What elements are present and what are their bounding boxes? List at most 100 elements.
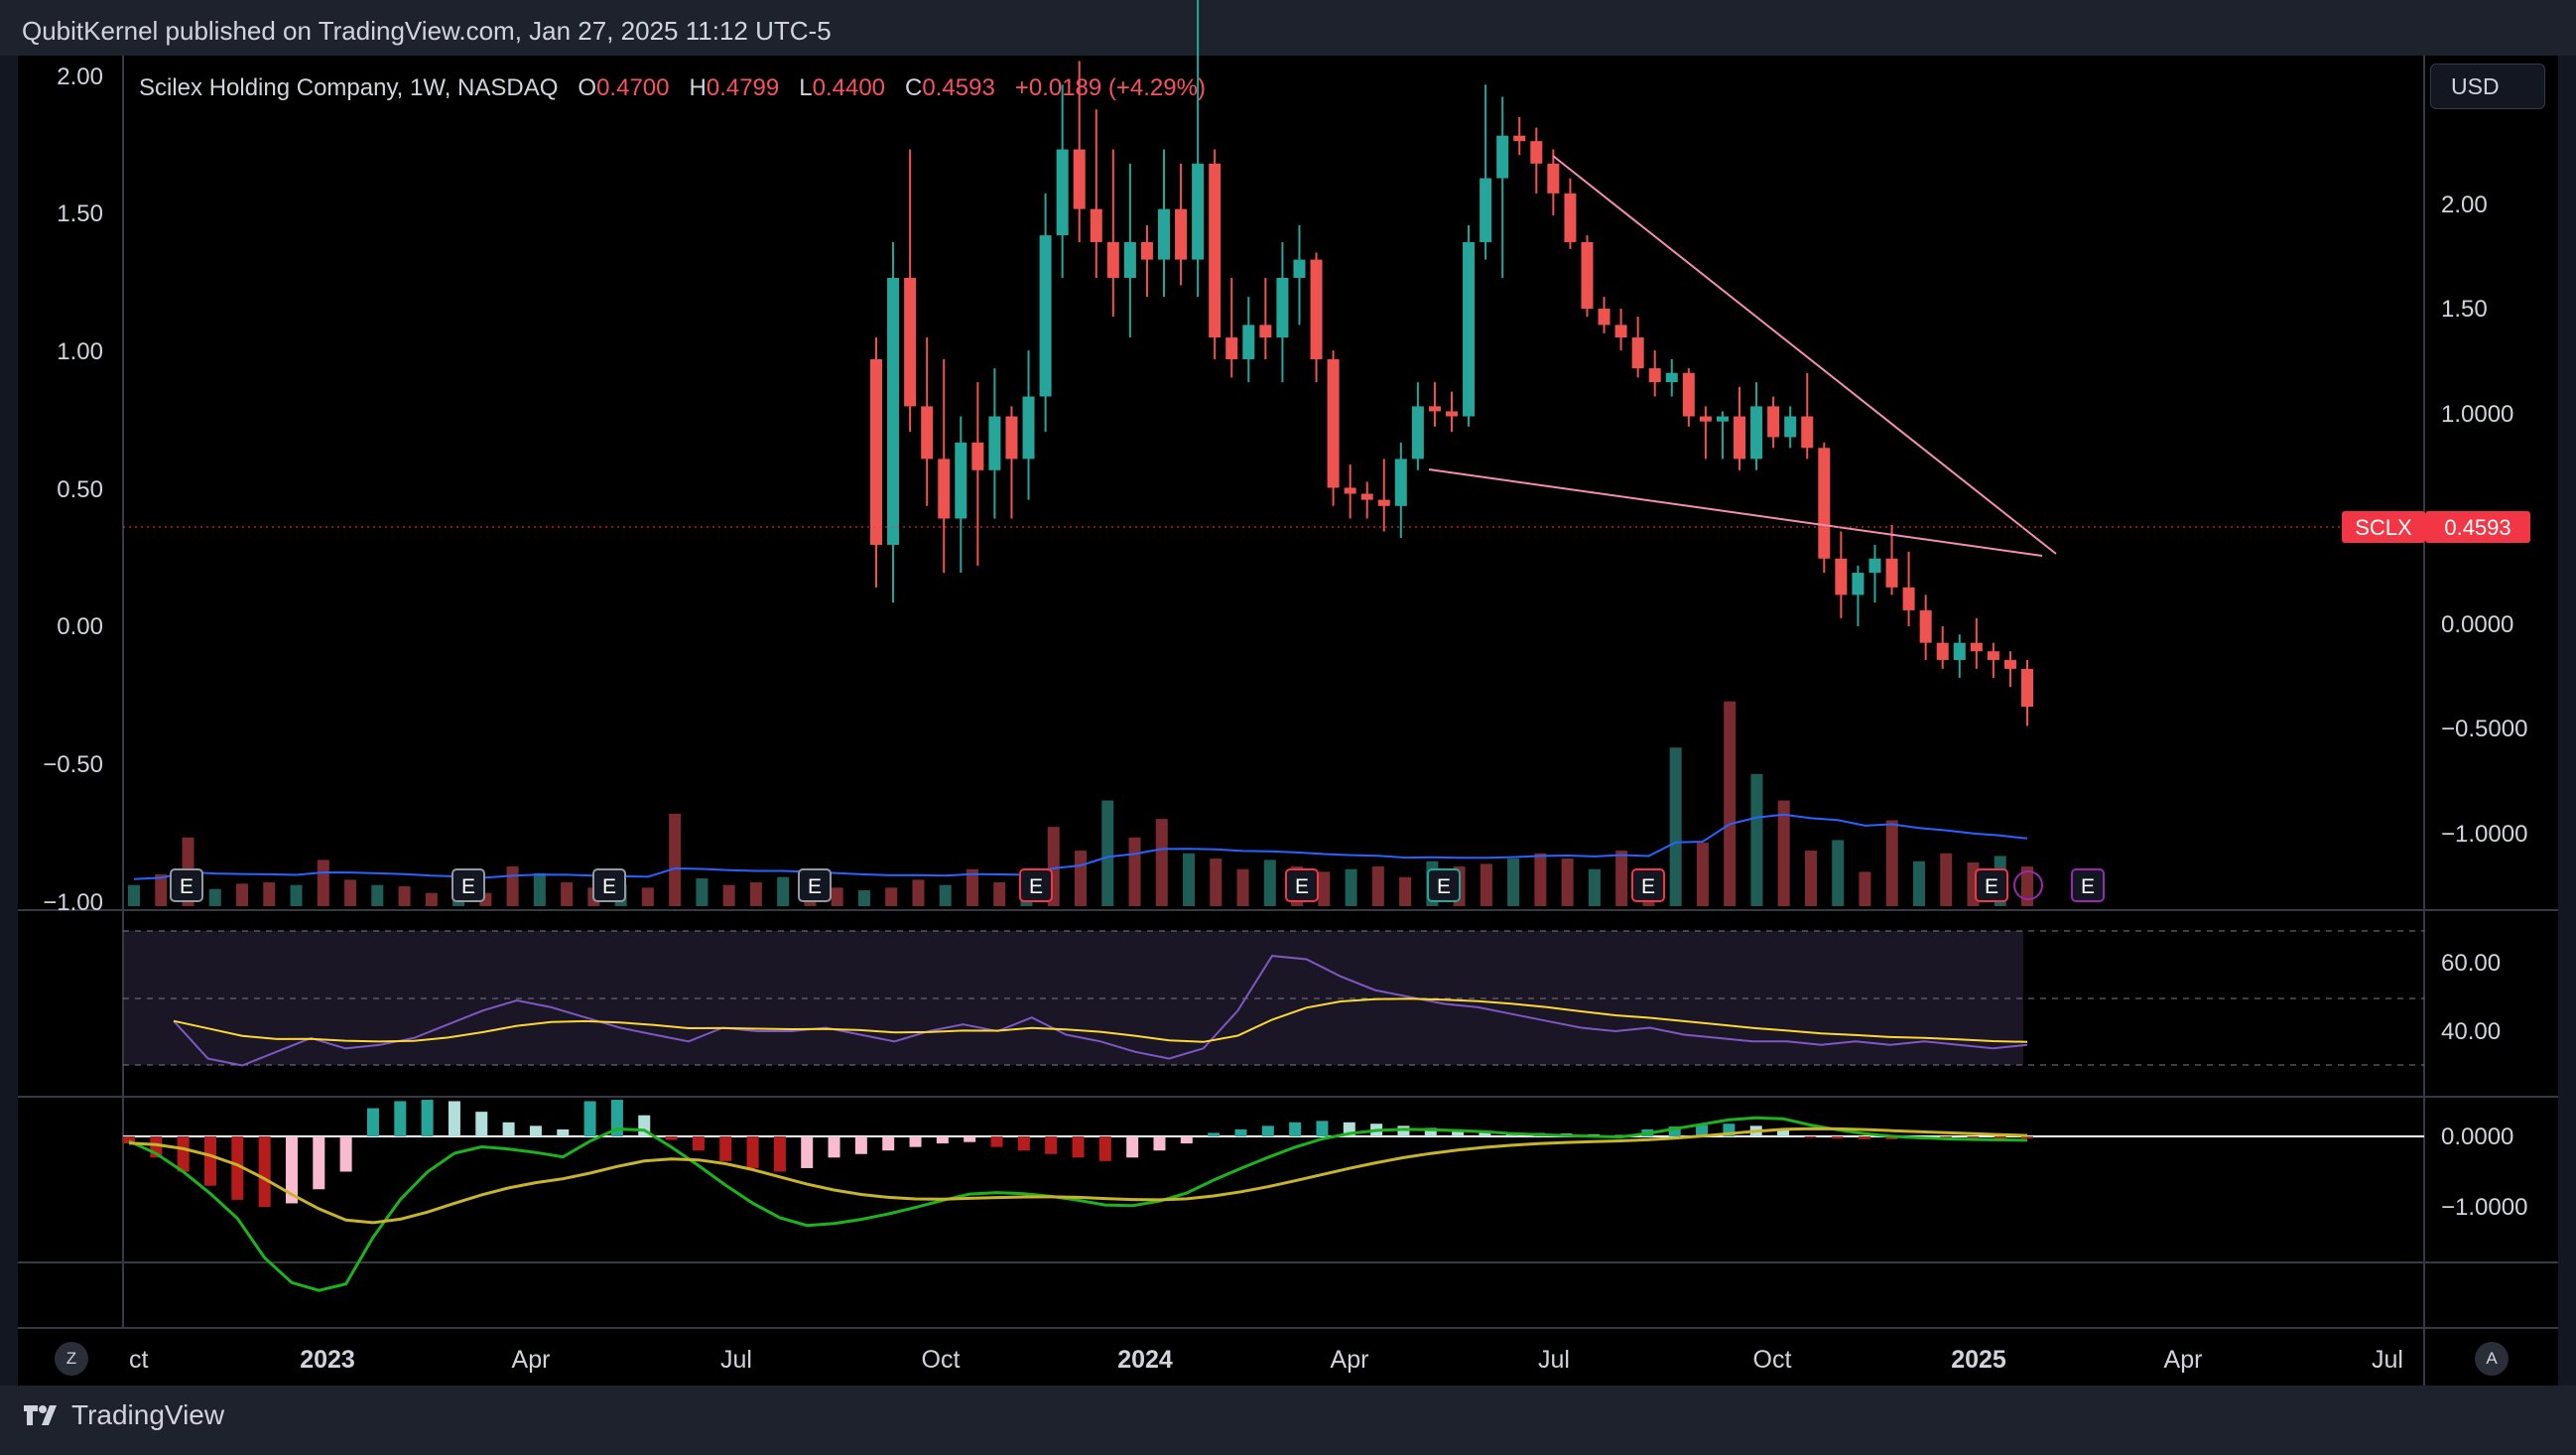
rsi-band	[123, 931, 2023, 1065]
candle	[1665, 359, 1678, 397]
dividend-icon	[2013, 870, 2043, 900]
auto-scale-a-button[interactable]: A	[2475, 1342, 2509, 1376]
earnings-badge	[1975, 868, 2008, 902]
volume-bar	[236, 883, 249, 906]
volume-bar	[641, 887, 654, 906]
candle	[1446, 391, 1458, 433]
plot-area	[18, 56, 2424, 1386]
candle	[1987, 642, 1999, 678]
candle-body	[1953, 642, 1966, 660]
volume-bar	[1236, 868, 1249, 906]
macd-bar	[854, 1136, 867, 1154]
candle-body	[1699, 416, 1712, 422]
volume-bar	[208, 888, 221, 906]
candle	[904, 149, 917, 433]
candle	[1547, 149, 1560, 216]
symbol-legend: Scilex Holding Company, 1W, NASDAQ O0.47…	[139, 74, 1206, 102]
macd-bar	[583, 1101, 596, 1136]
left-axis-label: 1.50	[57, 200, 103, 227]
candle-body	[1276, 277, 1289, 338]
candle-body	[1835, 558, 1848, 595]
earnings-letter: E	[180, 875, 193, 898]
candle	[1868, 544, 1881, 603]
volume-bar	[1399, 876, 1412, 906]
candle	[1581, 235, 1594, 318]
macd-signal-line	[128, 1126, 2028, 1225]
volume-bar	[993, 882, 1006, 906]
candle-body	[1480, 178, 1492, 242]
left-axis-label: −0.50	[43, 751, 103, 778]
candle	[1716, 411, 1729, 460]
earnings-badge	[1631, 868, 1665, 902]
candle	[1885, 524, 1898, 595]
candle	[1513, 116, 1526, 156]
volume-bar	[1345, 868, 1357, 906]
volume-bar	[317, 860, 329, 906]
left-axis-label: 0.50	[57, 476, 103, 503]
volume-bar	[1724, 701, 1737, 906]
candle-body	[1801, 416, 1814, 449]
macd-bar	[801, 1136, 814, 1168]
legend-change: +0.0189 (+4.29%)	[1014, 74, 1206, 101]
macd-bar	[990, 1136, 1003, 1147]
price-tag-symbol-box	[2342, 511, 2425, 543]
candle	[1360, 481, 1373, 519]
earnings-badge	[592, 868, 626, 902]
volume-bar	[696, 878, 708, 906]
candle-body	[2003, 659, 2016, 669]
volume-bar	[1859, 871, 1871, 906]
volume-bar	[2021, 866, 2033, 906]
candle	[1123, 163, 1136, 338]
macd-bar	[1831, 1136, 1844, 1139]
time-axis-label: Jul	[2372, 1346, 2403, 1374]
earnings-badge	[2071, 868, 2105, 902]
candle-body	[1192, 163, 1205, 260]
candle-body	[1868, 558, 1881, 574]
earnings-letter: E	[461, 875, 475, 898]
candle-body	[1259, 325, 1272, 338]
candle-body	[1818, 448, 1831, 559]
candle-body	[1123, 241, 1136, 278]
macd-bar	[1289, 1122, 1302, 1136]
macd-bar	[1859, 1136, 1871, 1139]
candle-body	[1513, 135, 1526, 142]
volume-bar	[831, 887, 843, 906]
earnings-badge	[798, 868, 832, 902]
candle	[2003, 651, 2016, 688]
candle	[1377, 459, 1390, 532]
candle	[971, 382, 984, 566]
macd-bar	[339, 1136, 352, 1172]
candle-body	[1140, 241, 1153, 260]
earnings-marker: E	[451, 868, 485, 902]
candle	[938, 359, 951, 574]
candle-body	[870, 359, 882, 545]
tradingview-logo[interactable]: TradingView	[22, 1399, 224, 1431]
currency-button[interactable]: USD	[2430, 64, 2545, 109]
candle-body	[921, 406, 934, 460]
volume-bar	[1885, 820, 1898, 906]
candle	[1259, 277, 1272, 359]
candle-body	[1242, 325, 1255, 359]
candle	[1835, 531, 1848, 618]
volume-bar	[1588, 868, 1601, 906]
candle	[1734, 386, 1745, 470]
macd-bar	[557, 1128, 570, 1136]
legend-close-value: 0.4593	[922, 74, 995, 101]
right-axis-label: −0.5000	[2441, 716, 2527, 742]
auto-scale-z-button[interactable]: Z	[55, 1342, 88, 1376]
candle	[1056, 84, 1069, 278]
candle	[1276, 241, 1289, 383]
candle	[1225, 277, 1238, 378]
macd-bar	[1479, 1130, 1491, 1136]
legend-low-value: 0.4400	[812, 74, 886, 101]
candle-body	[1767, 406, 1780, 438]
macd-bar	[665, 1136, 678, 1140]
macd-line	[128, 1116, 2028, 1292]
candle-body	[1631, 337, 1644, 369]
price-tag-value: 0.4593	[2444, 515, 2511, 540]
earnings-badge	[451, 868, 485, 902]
earnings-marker: E	[1427, 868, 1461, 902]
macd-axis-label: 0.0000	[2441, 1124, 2513, 1150]
candle-body	[1716, 416, 1729, 422]
